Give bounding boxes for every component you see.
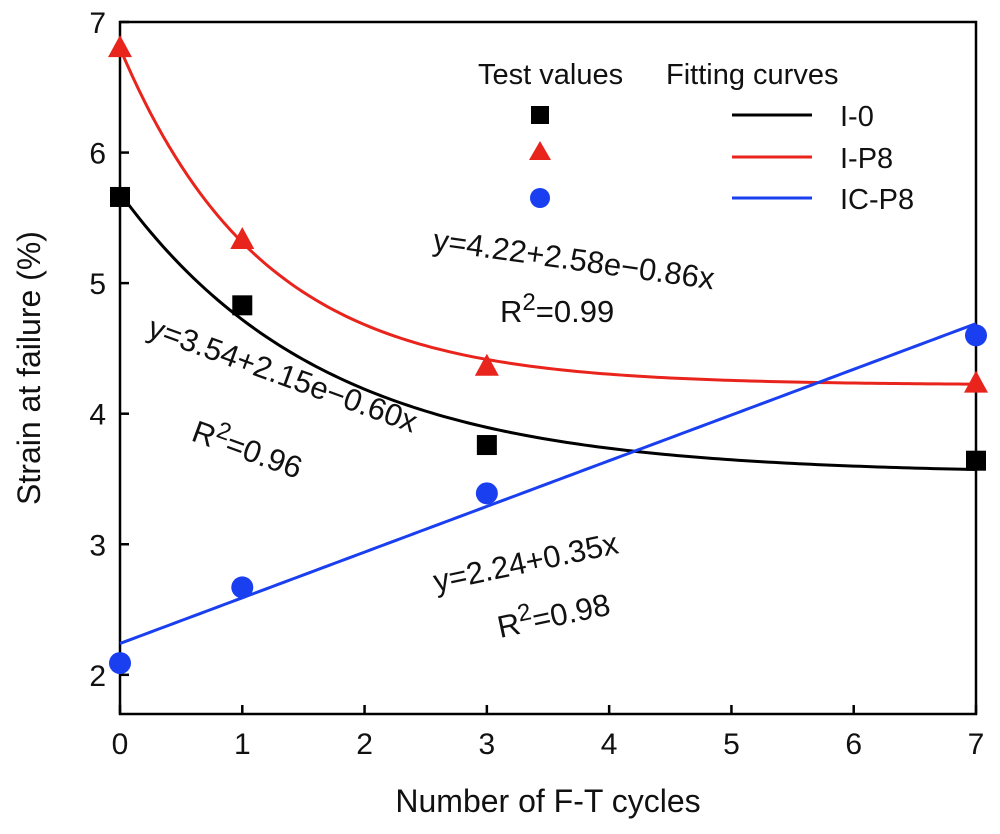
x-tick-label: 2 <box>356 728 373 761</box>
legend-label-i-0: I-0 <box>840 101 874 133</box>
x-tick-label: 3 <box>479 728 496 761</box>
legend-marker-i-p8 <box>529 141 551 160</box>
point-ic-p8 <box>109 652 131 675</box>
y-tick-label: 2 <box>89 660 106 693</box>
fit-curve-i-p8 <box>118 47 977 386</box>
x-tick-label: 7 <box>968 728 985 761</box>
legend-header-test-values: Test values <box>478 59 623 91</box>
x-tick-label: 4 <box>601 728 618 761</box>
point-i-0 <box>476 435 497 456</box>
legend-marker-ic-p8 <box>530 188 550 208</box>
y-tick-label: 4 <box>89 399 106 432</box>
point-i-p8 <box>108 35 132 58</box>
fit-curves <box>118 47 977 645</box>
legend-label-i-p8: I-P8 <box>840 143 893 175</box>
fit-curve-ic-p8 <box>119 322 977 645</box>
x-tick-label: 6 <box>845 728 862 761</box>
point-i-0 <box>110 186 130 207</box>
plot-frame <box>118 20 978 716</box>
point-ic-p8 <box>475 482 498 505</box>
x-axis-title: Number of F-T cycles <box>395 783 700 819</box>
legend-label-ic-p8: IC-P8 <box>840 184 914 216</box>
legend-header-fitting-curves: Fitting curves <box>666 59 838 91</box>
y-axis-title: Strain at failure (%) <box>11 231 47 505</box>
point-ic-p8 <box>231 576 254 599</box>
y-tick-label: 6 <box>89 138 106 171</box>
point-i-0 <box>232 295 253 316</box>
x-tick-label: 1 <box>234 728 251 761</box>
y-tick-label: 3 <box>89 529 106 562</box>
x-tick-label: 0 <box>112 728 129 761</box>
y-tick-label: 5 <box>89 268 106 301</box>
r2-i-p8: R2=0.99 <box>500 289 614 329</box>
point-i-p8 <box>474 353 499 376</box>
legend-marker-i-0 <box>531 106 549 124</box>
data-points <box>108 35 988 675</box>
point-i-p8 <box>964 370 988 393</box>
point-ic-p8 <box>965 324 987 347</box>
x-tick-label: 5 <box>723 728 740 761</box>
y-tick-label: 7 <box>89 7 106 40</box>
axis-ticks: 0 1 2 3 4 5 6 7 2 3 4 5 6 7 <box>89 7 984 761</box>
fit-curve-i-0 <box>118 192 977 472</box>
point-i-0 <box>966 450 986 471</box>
point-i-p8 <box>230 227 255 250</box>
legend: Test values Fitting curves I-0 I-P8 IC-P… <box>478 59 914 216</box>
